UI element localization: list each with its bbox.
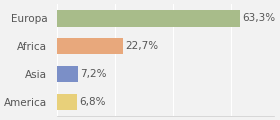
Bar (57, 10, 240, 27)
Text: 7,2%: 7,2% (80, 69, 107, 79)
Bar (57, 93, 77, 110)
Text: 63,3%: 63,3% (243, 13, 276, 23)
Bar (57, 66, 78, 82)
Bar (57, 38, 123, 54)
Text: 22,7%: 22,7% (125, 41, 158, 51)
Text: 6,8%: 6,8% (79, 97, 106, 107)
